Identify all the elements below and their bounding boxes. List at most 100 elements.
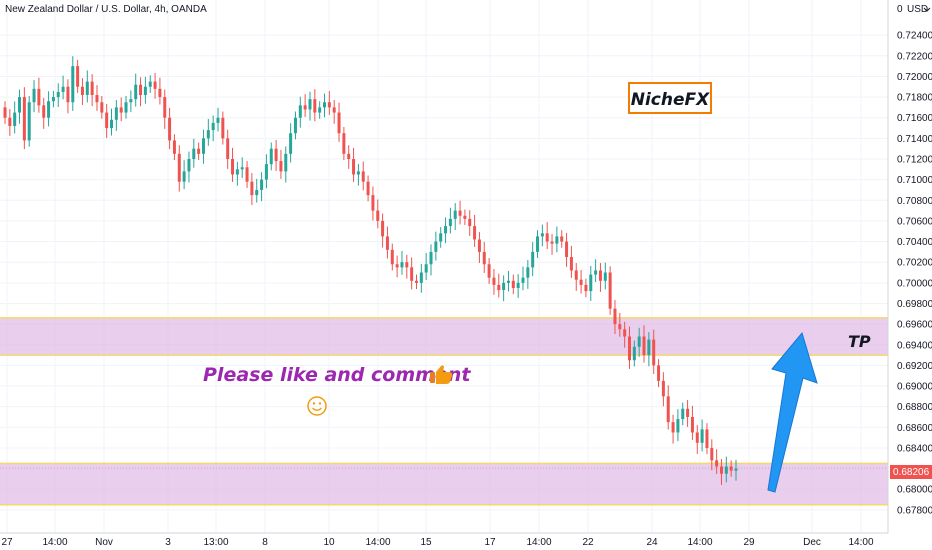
candle[interactable] [734,459,738,481]
candle[interactable] [439,227,443,248]
candle[interactable] [700,419,704,452]
candle[interactable] [686,400,690,427]
candle[interactable] [76,59,80,93]
candle[interactable] [424,253,428,280]
candle[interactable] [526,259,530,289]
candle[interactable] [100,96,104,119]
candle[interactable] [395,255,399,278]
candle[interactable] [516,274,520,298]
candle[interactable] [705,423,709,455]
candle[interactable] [661,372,665,407]
candle[interactable] [550,234,554,255]
candle[interactable] [405,254,409,279]
candle[interactable] [303,94,307,117]
up-arrow-drawing[interactable] [767,331,818,493]
candle[interactable] [710,439,714,471]
candle[interactable] [502,275,506,302]
candle[interactable] [361,161,365,191]
candle[interactable] [565,232,569,267]
candle[interactable] [153,72,157,99]
candle[interactable] [255,178,259,203]
candle[interactable] [148,75,152,93]
candle[interactable] [497,273,501,298]
candle[interactable] [22,87,26,150]
candle[interactable] [690,405,694,440]
candle[interactable] [197,142,201,161]
candle[interactable] [260,172,264,202]
candle[interactable] [618,312,622,337]
candle[interactable] [47,91,51,127]
candle[interactable] [308,91,312,121]
candle[interactable] [492,269,496,295]
candle[interactable] [473,214,477,247]
candle[interactable] [521,266,525,291]
candle[interactable] [279,149,283,179]
candle[interactable] [206,118,210,146]
candle[interactable] [458,200,462,225]
candle[interactable] [352,147,356,182]
candle[interactable] [657,359,661,388]
candle[interactable] [681,402,685,426]
candle[interactable] [37,77,41,113]
candle[interactable] [444,217,448,244]
candle[interactable] [27,96,31,147]
candle[interactable] [555,226,559,253]
candle[interactable] [143,76,147,104]
candle[interactable] [95,85,99,111]
candle[interactable] [177,145,181,192]
candle[interactable] [719,459,723,485]
candle[interactable] [269,142,273,171]
candle[interactable] [642,325,646,363]
candle[interactable] [250,173,254,206]
candlestick-series[interactable] [3,56,738,485]
candle[interactable] [293,111,297,140]
candle[interactable] [313,89,317,122]
candle[interactable] [647,332,651,367]
candle[interactable] [574,263,578,291]
candle[interactable] [477,232,481,264]
candle[interactable] [51,90,55,108]
chevron-down-icon[interactable] [923,7,931,12]
candle[interactable] [608,266,612,315]
candle[interactable] [468,210,472,236]
candle[interactable] [613,299,617,335]
candle[interactable] [579,269,583,294]
candle[interactable] [623,321,627,348]
candle[interactable] [347,145,351,169]
candle[interactable] [511,274,515,295]
candle[interactable] [410,257,414,290]
candle[interactable] [61,75,65,100]
candle[interactable] [637,327,641,357]
candle[interactable] [463,209,467,226]
candle[interactable] [3,101,7,124]
candle[interactable] [124,96,128,119]
candle[interactable] [729,460,733,477]
candle[interactable] [110,108,114,136]
candle[interactable] [13,101,17,134]
candle[interactable] [589,265,593,301]
candle[interactable] [540,224,544,247]
candle[interactable] [66,79,70,114]
candle[interactable] [482,241,486,273]
candle[interactable] [182,160,186,190]
candle[interactable] [187,151,191,183]
candle[interactable] [603,262,607,290]
candle[interactable] [569,245,573,278]
candle[interactable] [545,222,549,249]
candle[interactable] [652,329,656,375]
candle[interactable] [139,77,143,107]
candle[interactable] [240,157,244,178]
candle[interactable] [376,199,380,229]
candle[interactable] [715,449,719,474]
time-axis[interactable]: 27 14:00 Nov 3 13:00 8 10 14:00 15 17 14:00 22 24 14:… [1,537,874,548]
candle[interactable] [342,127,346,161]
candle[interactable] [168,107,172,150]
currency-label[interactable]: USD [907,4,928,15]
candle[interactable] [632,340,636,367]
candle[interactable] [172,134,176,161]
candle[interactable] [134,73,138,107]
candle[interactable] [90,74,94,107]
candle[interactable] [119,97,123,122]
candle[interactable] [289,123,293,163]
